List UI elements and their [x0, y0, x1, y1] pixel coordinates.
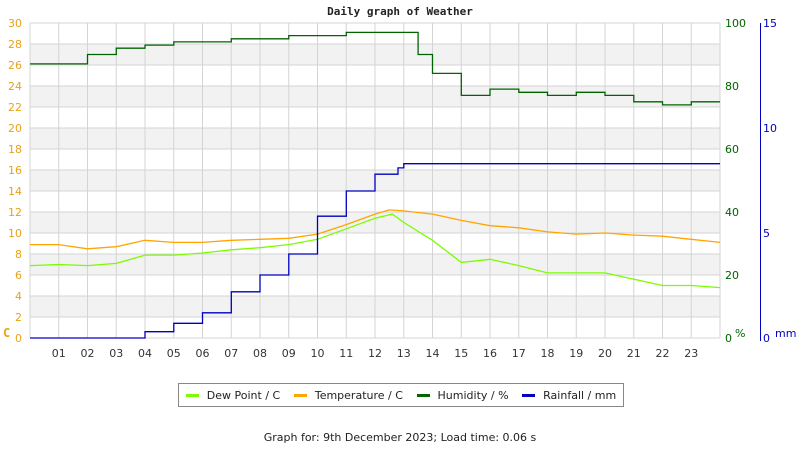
left-axis-tick: 6 [15, 269, 22, 282]
x-axis-tick: 05 [167, 347, 181, 360]
rain-axis-tick: 10 [763, 122, 777, 135]
x-axis-tick: 10 [311, 347, 325, 360]
legend-swatch [185, 393, 199, 397]
x-axis-tick: 21 [627, 347, 641, 360]
legend-swatch [416, 393, 430, 397]
humidity-axis-tick: 20 [725, 269, 739, 282]
series-line-temperature [30, 209, 721, 250]
left-axis-tick: 20 [8, 122, 22, 135]
left-axis-tick: 22 [8, 101, 22, 114]
legend-label: Rainfall / mm [543, 388, 617, 402]
x-axis-tick: 14 [426, 347, 440, 360]
left-axis-tick: 14 [8, 185, 22, 198]
left-axis-tick: 18 [8, 143, 22, 156]
series-line-rainfall [30, 163, 720, 339]
rain-axis-tick: 15 [763, 17, 777, 30]
rain-axis-unit: mm [775, 327, 796, 340]
left-axis-tick: 0 [15, 332, 22, 345]
left-axis-tick: 26 [8, 59, 22, 72]
left-axis-unit: C [3, 326, 10, 340]
x-axis-tick: 02 [81, 347, 95, 360]
rain-axis-tick: 0 [763, 332, 770, 345]
x-axis-tick: 09 [282, 347, 296, 360]
x-axis-tick: 04 [138, 347, 152, 360]
series-line-dew_point [29, 213, 721, 289]
footer-status: Graph for: 9th December 2023; Load time:… [263, 431, 537, 444]
left-axis-tick: 4 [15, 290, 22, 303]
legend-item-dew_point: Dew Point / C [185, 388, 281, 402]
x-axis-tick: 01 [52, 347, 66, 360]
chart-legend: Dew Point / C Temperature / C Humidity / %… [178, 383, 624, 407]
humidity-axis-tick: 40 [725, 206, 739, 219]
legend-label: Humidity / % [437, 388, 509, 402]
left-axis-tick: 28 [8, 38, 22, 51]
legend-swatch [293, 393, 307, 397]
series-line-humidity [30, 31, 720, 106]
legend-label: Temperature / C [314, 388, 403, 402]
humidity-axis-tick: 0 [725, 332, 732, 345]
humidity-axis-tick: 60 [725, 143, 739, 156]
x-axis-tick: 12 [368, 347, 382, 360]
left-axis-tick: 16 [8, 164, 22, 177]
x-axis-tick: 22 [656, 347, 670, 360]
x-axis-tick: 18 [541, 347, 555, 360]
x-axis-tick: 03 [109, 347, 123, 360]
left-axis-tick: 2 [15, 311, 22, 324]
x-axis-tick: 08 [253, 347, 267, 360]
left-axis-tick: 10 [8, 227, 22, 240]
humidity-axis-unit: % [735, 327, 745, 340]
humidity-axis-tick: 80 [725, 80, 739, 93]
x-axis-tick: 17 [512, 347, 526, 360]
x-axis-tick: 13 [397, 347, 411, 360]
rain-axis-tick: 5 [763, 227, 770, 240]
x-axis-tick: 11 [339, 347, 353, 360]
legend-label: Dew Point / C [206, 388, 281, 402]
x-axis-tick: 16 [483, 347, 497, 360]
x-axis-tick: 15 [454, 347, 468, 360]
legend-swatch [522, 393, 536, 397]
x-axis-tick: 20 [598, 347, 612, 360]
left-axis-tick: 24 [8, 80, 22, 93]
x-axis-tick: 06 [196, 347, 210, 360]
left-axis-tick: 30 [8, 17, 22, 30]
legend-item-rainfall: Rainfall / mm [522, 389, 616, 402]
x-axis-tick: 23 [684, 347, 698, 360]
x-axis-tick: 19 [569, 347, 583, 360]
humidity-axis-tick: 100 [725, 17, 746, 30]
x-axis-tick: 07 [224, 347, 238, 360]
legend-item-humidity: Humidity / % [416, 388, 509, 402]
left-axis-tick: 12 [8, 206, 22, 219]
left-axis-tick: 8 [15, 248, 22, 261]
legend-item-temperature: Temperature / C [293, 388, 403, 402]
chart-title: Daily graph of Weather [327, 5, 473, 18]
